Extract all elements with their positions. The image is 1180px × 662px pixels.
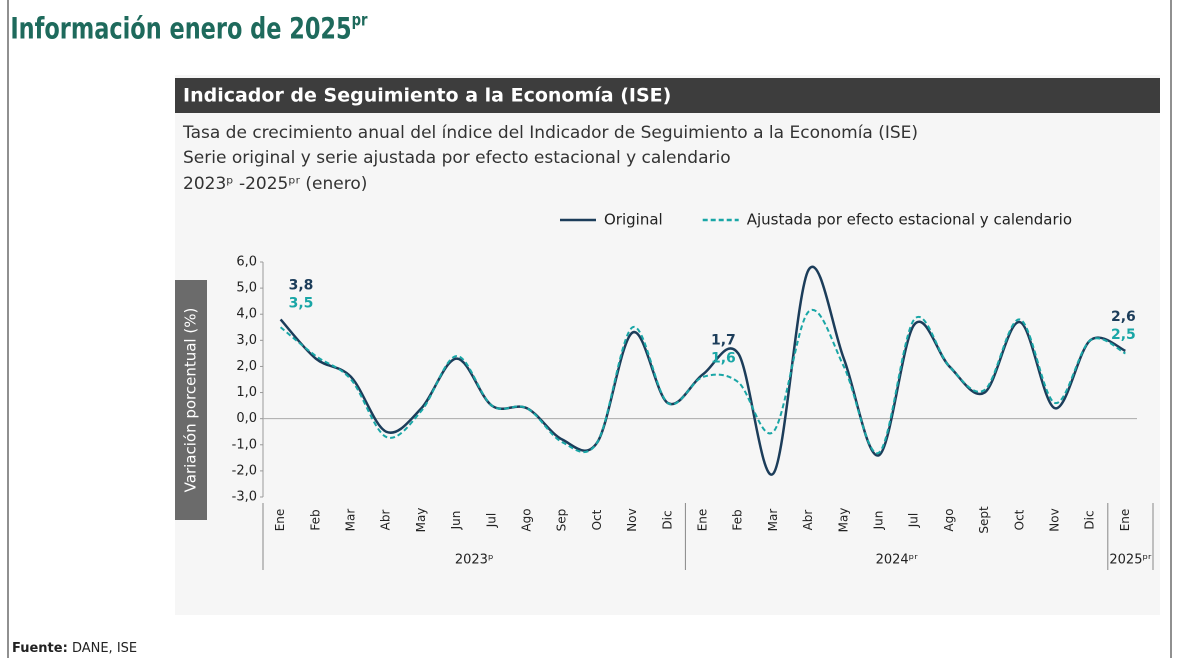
x-tick-label: Ago xyxy=(520,508,534,531)
data-label: 2,5 xyxy=(1111,327,1136,343)
x-tick-label: Dic xyxy=(660,510,674,529)
subtitle: Tasa de crecimiento anual del índice del… xyxy=(182,123,918,143)
source-label: Fuente: xyxy=(12,641,68,656)
x-tick-label: Jul xyxy=(907,513,921,528)
series-line xyxy=(279,308,1126,454)
x-tick-label: Jul xyxy=(484,513,498,528)
y-tick-label: -3,0 xyxy=(232,490,257,505)
x-tick-label: Sept xyxy=(977,506,991,534)
x-tick-label: Abr xyxy=(379,510,393,531)
x-tick-label: Ene xyxy=(696,509,710,532)
x-tick-label: Sep xyxy=(555,509,569,532)
x-tick-label: Ago xyxy=(942,508,956,531)
data-label: 2,6 xyxy=(1111,309,1136,325)
y-tick-label: -2,0 xyxy=(232,463,257,478)
source-text: DANE, ISE xyxy=(72,641,137,656)
x-tick-label: May xyxy=(414,508,428,533)
x-tick-label: Jun xyxy=(449,511,463,531)
legend-label: Original xyxy=(604,211,663,229)
data-label: 1,7 xyxy=(711,332,736,348)
y-axis-label: Variación porcentual (%) xyxy=(182,308,200,493)
y-tick-label: 2,0 xyxy=(236,359,257,374)
y-tick-label: 5,0 xyxy=(236,281,257,296)
x-tick-label: Feb xyxy=(308,509,322,530)
x-tick-label: Feb xyxy=(731,509,745,530)
x-tick-label: Nov xyxy=(1048,508,1062,531)
x-tick-label: Jun xyxy=(872,511,886,531)
page-title: Información enero de 2025pr xyxy=(10,9,367,46)
group-label: 2024ᵖʳ xyxy=(876,553,919,568)
x-tick-label: Oct xyxy=(1012,509,1026,530)
y-tick-label: 4,0 xyxy=(236,307,257,322)
legend-label: Ajustada por efecto estacional y calenda… xyxy=(747,211,1072,229)
page-title-text: Información enero de 2025 xyxy=(10,12,351,45)
x-tick-label: Ene xyxy=(273,509,287,532)
y-label-box xyxy=(175,280,207,520)
x-tick-label: Mar xyxy=(344,509,358,532)
group-label: 2023ᵖ xyxy=(455,553,494,568)
x-tick-label: Mar xyxy=(766,509,780,532)
x-tick-label: Ene xyxy=(1118,509,1132,532)
source: Fuente: DANE, ISE xyxy=(12,641,137,656)
y-tick-label: -1,0 xyxy=(232,437,257,452)
x-tick-label: Oct xyxy=(590,509,604,530)
y-tick-label: 0,0 xyxy=(236,411,257,426)
panel xyxy=(175,75,1160,615)
title-bar xyxy=(175,78,1160,113)
y-tick-label: 6,0 xyxy=(236,255,257,270)
x-tick-label: Dic xyxy=(1083,510,1097,529)
y-tick-label: 1,0 xyxy=(236,385,257,400)
data-label: 3,5 xyxy=(289,295,314,311)
subtitle: Serie original y serie ajustada por efec… xyxy=(183,148,731,168)
x-tick-label: May xyxy=(836,508,850,533)
y-tick-label: 3,0 xyxy=(236,333,257,348)
x-tick-label: Nov xyxy=(625,508,639,531)
subtitle: 2023ᵖ -2025ᵖʳ (enero) xyxy=(183,174,367,194)
x-tick-label: Abr xyxy=(801,510,815,531)
group-label: 2025ᵖʳ xyxy=(1109,553,1152,568)
data-label: 3,8 xyxy=(289,277,314,293)
chart-title: Indicador de Seguimiento a la Economía (… xyxy=(183,85,671,107)
page-title-sup: pr xyxy=(352,9,368,29)
data-label: 1,6 xyxy=(711,350,736,366)
